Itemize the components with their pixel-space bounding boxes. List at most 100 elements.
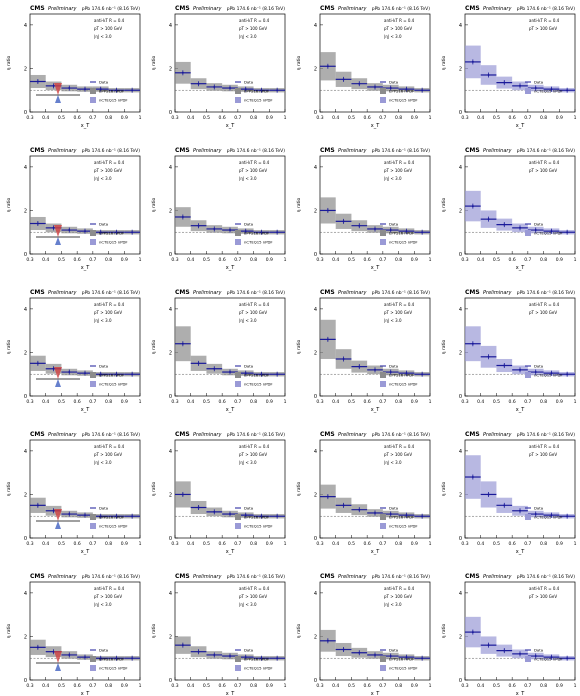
- x-tick-label: 0.3: [26, 541, 33, 547]
- x-tick-label: 0.8: [540, 683, 547, 689]
- legend-model1-label: EPPS16 nPDF: [99, 231, 124, 236]
- legend-model2-swatch: [90, 239, 96, 245]
- info-text: pT > 100 GeV: [529, 594, 557, 599]
- legend-model2-swatch: [90, 97, 96, 103]
- data-point: [471, 60, 474, 63]
- x-axis-label: x_T: [226, 265, 235, 271]
- data-point: [229, 87, 231, 90]
- x-tick-label: 0.7: [234, 257, 241, 263]
- plot-frame: [464, 13, 576, 113]
- x-tick-label: 0.8: [540, 115, 547, 121]
- x-tick-label: 0.8: [540, 399, 547, 405]
- data-point: [503, 504, 506, 507]
- cms-label: CMS: [175, 147, 190, 154]
- data-point: [99, 231, 102, 234]
- x-tick-label: 0.9: [266, 541, 273, 547]
- x-tick-label: 0.5: [58, 683, 65, 689]
- data-point: [84, 230, 86, 233]
- data-point: [213, 653, 216, 656]
- data-point: [326, 209, 329, 212]
- data-point: [197, 650, 200, 653]
- legend-data-label: Data: [534, 80, 543, 85]
- data-point: [326, 338, 329, 341]
- plot-frame: [174, 581, 286, 681]
- x-tick-label: 0.6: [219, 541, 226, 547]
- preliminary-label: Preliminary: [193, 574, 222, 580]
- y-tick-label: 4: [459, 449, 462, 455]
- plot-frame: [174, 155, 286, 255]
- plot-frame: [29, 13, 141, 113]
- preliminary-label: Preliminary: [483, 432, 512, 438]
- x-tick-label: 0.6: [364, 257, 371, 263]
- data-point: [374, 85, 376, 88]
- x-tick-label: 0.3: [316, 115, 323, 121]
- x-tick-label: 0.9: [266, 115, 273, 121]
- x-tick-label: 0.6: [509, 257, 516, 263]
- legend-data-label: Data: [389, 222, 398, 227]
- legend-model1-swatch: [235, 656, 241, 662]
- data-point: [326, 639, 329, 642]
- info-text: anti-kT R = 0.4: [384, 444, 415, 449]
- data-point: [471, 631, 474, 634]
- data-point: [68, 229, 71, 232]
- legend-data-label: Data: [389, 80, 398, 85]
- inset-blue-cone: [55, 663, 61, 671]
- data-point: [36, 646, 39, 649]
- y-tick-label: 2: [459, 634, 462, 640]
- data-point: [36, 362, 39, 365]
- x-tick-label: 0.5: [348, 115, 355, 121]
- x-axis-label: x_T: [226, 691, 235, 696]
- y-tick-label: 2: [24, 350, 27, 356]
- cms-label: CMS: [30, 289, 45, 296]
- info-text: pT > 100 GeV: [239, 310, 267, 315]
- x-tick-label: 1: [284, 399, 287, 405]
- y-tick-label: 4: [314, 23, 317, 29]
- data-point: [405, 230, 408, 233]
- lumi-label: pPb 174.6 nb⁻¹ (8.16 TeV): [517, 6, 576, 12]
- legend-data-label: Data: [389, 648, 398, 653]
- legend-data-label: Data: [534, 364, 543, 369]
- lumi-label: pPb 174.6 nb⁻¹ (8.16 TeV): [227, 432, 286, 438]
- x-tick-label: 0.5: [493, 683, 500, 689]
- legend-model1-swatch: [90, 230, 96, 236]
- legend-model2-swatch: [235, 665, 241, 671]
- legend-model1-label: EPPS16 nPDF: [244, 89, 269, 94]
- data-point: [358, 651, 361, 654]
- x-axis-label: x_T: [516, 549, 525, 555]
- plot-frame: [29, 155, 141, 255]
- x-tick-label: 0.9: [121, 257, 128, 263]
- x-tick-label: 0.3: [461, 683, 468, 689]
- panel-r5-c4: CMS Preliminary pPb 174.6 nb⁻¹ (8.16 TeV) 0…: [441, 573, 577, 696]
- x-tick-label: 0.4: [42, 115, 49, 121]
- x-tick-label: 0.8: [105, 541, 112, 547]
- x-tick-label: 1: [284, 541, 287, 547]
- x-tick-label: 0.9: [556, 399, 563, 405]
- lumi-label: pPb 174.6 nb⁻¹ (8.16 TeV): [227, 6, 286, 12]
- legend-data-label: Data: [99, 80, 108, 85]
- x-tick-label: 0.7: [524, 399, 531, 405]
- legend-model2-swatch: [525, 88, 531, 94]
- data-point: [358, 82, 361, 85]
- y-tick-label: 2: [459, 208, 462, 214]
- x-tick-label: 0.6: [219, 399, 226, 405]
- x-tick-label: 0.7: [234, 541, 241, 547]
- preliminary-label: Preliminary: [193, 432, 222, 438]
- legend-model1-label: EPPS16 nPDF: [99, 657, 124, 662]
- data-point: [421, 231, 424, 234]
- x-tick-label: 1: [429, 399, 432, 405]
- x-tick-label: 0.3: [316, 541, 323, 547]
- legend-data-label: Data: [534, 222, 543, 227]
- data-point: [84, 88, 86, 91]
- panel-r2-c2: CMS Preliminary pPb 174.6 nb⁻¹ (8.16 TeV) 0…: [151, 147, 287, 271]
- panel-r3-c3: CMS Preliminary pPb 174.6 nb⁻¹ (8.16 TeV) 0…: [296, 289, 432, 413]
- info-text: pT > 100 GeV: [94, 26, 122, 31]
- y-tick-label: 2: [169, 634, 172, 640]
- x-tick-label: 0.5: [493, 399, 500, 405]
- data-point: [471, 342, 474, 345]
- data-point: [99, 373, 102, 376]
- x-tick-label: 0.9: [266, 257, 273, 263]
- x-axis-label: x_T: [371, 691, 380, 696]
- y-tick-label: 4: [169, 23, 172, 29]
- legend-model1-swatch: [235, 514, 241, 520]
